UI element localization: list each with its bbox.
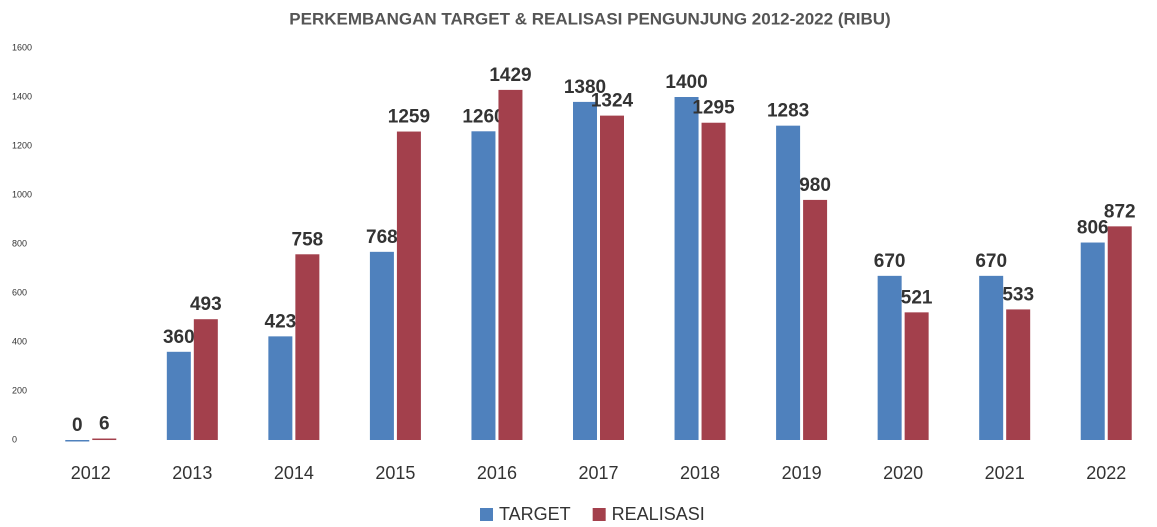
legend-label: REALISASI <box>612 504 705 524</box>
data-label: 1260 <box>462 106 504 127</box>
data-label: 872 <box>1104 201 1136 222</box>
data-label: 1429 <box>489 65 531 86</box>
data-label: 670 <box>874 251 906 272</box>
x-tick-label: 2015 <box>375 463 415 483</box>
bar <box>498 89 523 441</box>
data-label: 758 <box>292 229 324 250</box>
x-tick-label: 2012 <box>71 463 111 483</box>
y-tick-label: 400 <box>12 336 27 346</box>
data-label: 423 <box>265 311 297 332</box>
legend-swatch <box>480 508 493 521</box>
bar <box>776 125 801 440</box>
data-label: 521 <box>901 287 933 308</box>
y-tick-label: 0 <box>12 434 17 444</box>
bar <box>674 97 699 440</box>
y-tick-label: 1600 <box>12 42 32 52</box>
bar <box>369 251 394 440</box>
data-label: 1324 <box>591 91 634 112</box>
bar <box>1107 226 1132 440</box>
data-label: 1295 <box>692 98 735 119</box>
data-label: 0 <box>72 415 83 436</box>
bar <box>193 319 218 440</box>
data-label: 806 <box>1077 218 1109 239</box>
bar <box>92 438 117 441</box>
bar <box>979 275 1004 440</box>
x-tick-label: 2022 <box>1086 463 1126 483</box>
y-tick-label: 1000 <box>12 189 32 199</box>
x-tick-label: 2016 <box>477 463 517 483</box>
x-tick-label: 2014 <box>274 463 314 483</box>
bar <box>877 275 902 440</box>
data-label: 1259 <box>388 107 430 128</box>
legend-label: TARGET <box>499 504 571 524</box>
x-tick-label: 2018 <box>680 463 720 483</box>
x-tick-label: 2021 <box>985 463 1025 483</box>
data-label: 6 <box>99 414 110 435</box>
y-tick-label: 1200 <box>12 140 32 150</box>
bar <box>1080 242 1105 440</box>
bar <box>573 101 597 441</box>
bar <box>396 131 421 441</box>
data-label: 1380 <box>564 77 606 98</box>
y-tick-label: 1400 <box>12 91 32 101</box>
bar <box>166 351 191 440</box>
bar <box>803 199 828 440</box>
x-tick-label: 2017 <box>578 463 618 483</box>
y-tick-label: 200 <box>12 385 27 395</box>
bar <box>1006 309 1031 440</box>
bar <box>600 115 624 441</box>
bar <box>268 336 293 440</box>
data-label: 493 <box>190 294 222 315</box>
data-label: 1283 <box>767 101 809 122</box>
bar <box>471 131 496 441</box>
x-tick-label: 2013 <box>172 463 212 483</box>
y-tick-label: 800 <box>12 238 27 248</box>
data-label: 533 <box>1002 284 1034 305</box>
data-label: 980 <box>799 175 831 196</box>
data-label: 1400 <box>665 72 707 93</box>
x-tick-label: 2019 <box>782 463 822 483</box>
data-label: 768 <box>366 227 398 248</box>
data-label: 360 <box>163 327 195 348</box>
legend-swatch <box>592 508 606 521</box>
bar <box>701 122 726 440</box>
bar <box>295 254 320 440</box>
data-label: 670 <box>975 251 1007 272</box>
chart-title: PERKEMBANGAN TARGET & REALISASI PENGUNJU… <box>289 9 890 28</box>
bar <box>65 440 90 442</box>
y-tick-label: 600 <box>12 287 27 297</box>
bar <box>904 312 929 440</box>
x-tick-label: 2020 <box>883 463 923 483</box>
